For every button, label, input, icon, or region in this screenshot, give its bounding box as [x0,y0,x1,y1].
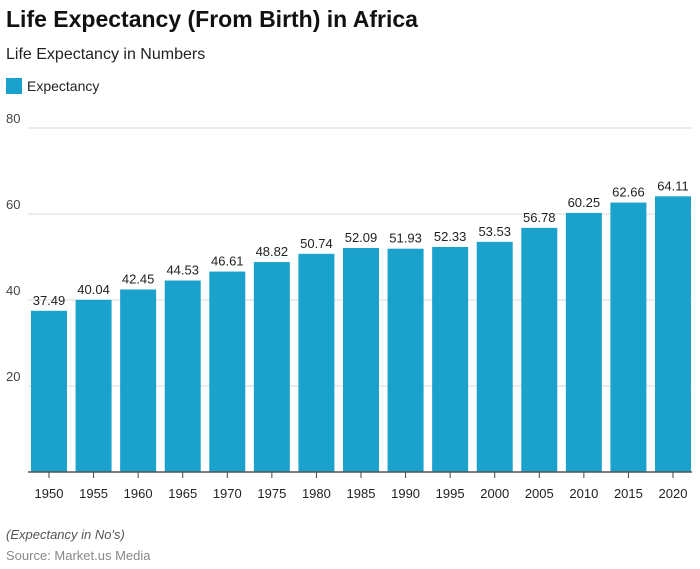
bar [209,271,246,472]
y-tick-label: 60 [6,197,20,212]
bar [343,248,379,472]
x-tick-label: 1995 [436,486,465,501]
x-tick-label: 1975 [257,486,286,501]
data-label: 48.82 [256,244,289,259]
bar [387,248,424,472]
data-label: 40.04 [77,282,110,297]
x-tick-label: 2000 [480,486,509,501]
x-tick-label: 1955 [79,486,108,501]
legend: Expectancy [6,78,99,94]
data-label: 50.74 [300,236,333,251]
bar [298,253,335,472]
footnote: (Expectancy in No's) [6,527,125,542]
data-label: 52.33 [434,229,467,244]
y-tick-label: 40 [6,283,20,298]
data-label: 44.53 [166,263,199,278]
bar [253,262,290,472]
bar [164,280,201,472]
data-label: 37.49 [33,293,66,308]
chart-title: Life Expectancy (From Birth) in Africa [6,6,418,32]
data-label: 46.61 [211,254,244,269]
x-tick-label: 2015 [614,486,643,501]
chart-subtitle: Life Expectancy in Numbers [6,46,206,63]
x-tick-label: 1960 [124,486,153,501]
data-label: 56.78 [523,210,556,225]
bar [521,227,558,472]
data-label: 53.53 [478,224,511,239]
data-label: 42.45 [122,271,155,286]
data-label: 64.11 [657,178,689,193]
x-tick-label: 1950 [35,486,64,501]
x-tick-label: 2005 [525,486,554,501]
y-tick-label: 20 [6,369,20,384]
data-label: 52.09 [345,230,378,245]
bar [655,196,691,472]
source-note: Source: Market.us Media [6,548,151,563]
legend-swatch [6,78,22,94]
x-tick-label: 1990 [391,486,420,501]
bar [31,310,67,472]
x-tick-label: 2020 [659,486,688,501]
y-tick-label: 80 [6,111,20,126]
data-label: 62.66 [612,185,645,200]
x-tick-label: 1985 [347,486,376,501]
bar [610,202,647,472]
bar [75,299,112,472]
bar [120,289,157,472]
x-tick-label: 1965 [168,486,197,501]
bar [432,246,469,472]
bar [476,241,513,472]
data-label: 51.93 [389,231,422,246]
legend-label: Expectancy [27,78,100,94]
x-tick-label: 2010 [569,486,598,501]
x-tick-label: 1980 [302,486,331,501]
data-label: 60.25 [568,195,601,210]
bar [565,212,602,473]
x-tick-label: 1970 [213,486,242,501]
